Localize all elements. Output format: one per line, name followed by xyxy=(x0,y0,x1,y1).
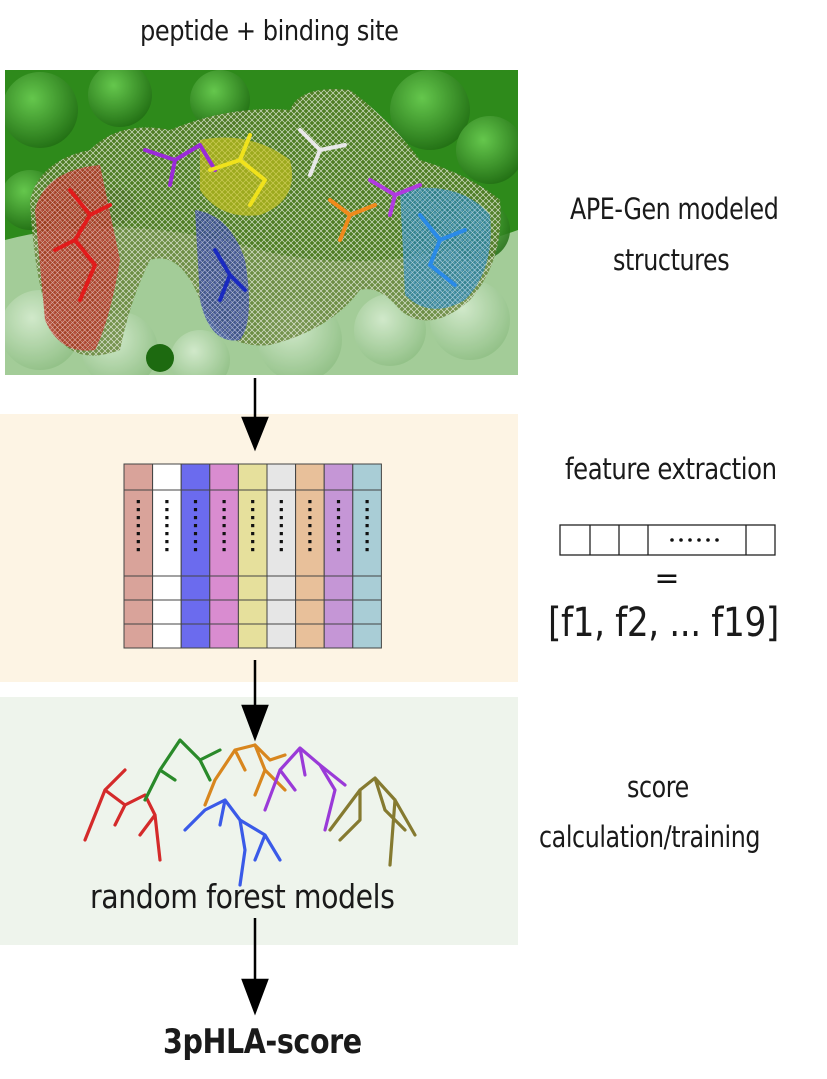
matrix-dot xyxy=(165,540,169,544)
matrix-column xyxy=(180,463,211,649)
matrix-dot xyxy=(136,500,140,504)
tree-orange xyxy=(203,743,287,807)
tree-green xyxy=(143,738,222,802)
matrix-column xyxy=(237,463,268,649)
matrix-column xyxy=(266,463,297,649)
matrix-dot xyxy=(165,508,169,512)
matrix-dot xyxy=(222,532,226,536)
matrix-dot xyxy=(336,532,341,536)
tree-olive xyxy=(328,776,417,867)
feature-extraction-label: feature extraction xyxy=(565,452,777,486)
matrix-dot xyxy=(279,548,283,552)
arrow-2 xyxy=(241,660,269,742)
matrix-dot xyxy=(365,516,369,520)
matrix-dot xyxy=(365,500,369,504)
matrix-column xyxy=(152,463,182,649)
matrix-dot xyxy=(279,540,283,544)
matrix-dot xyxy=(222,548,226,552)
matrix-dot xyxy=(251,532,255,536)
matrix-dot xyxy=(365,540,369,544)
apegen-label-line1: APE-Gen modeled xyxy=(570,192,779,226)
feature-matrix xyxy=(123,463,382,649)
matrix-dot xyxy=(136,524,140,528)
matrix-dot xyxy=(251,548,255,552)
matrix-dot xyxy=(251,508,255,512)
matrix-dot xyxy=(136,540,140,544)
tree-purple xyxy=(263,746,347,832)
matrix-dot xyxy=(136,532,140,536)
peptide-binding-site-image xyxy=(5,70,518,375)
matrix-dot xyxy=(165,548,169,552)
matrix-dot xyxy=(308,516,312,520)
feature-vector-dots xyxy=(670,538,719,542)
matrix-dot xyxy=(222,524,226,528)
arrow-3 xyxy=(241,918,269,1016)
matrix-dot xyxy=(193,508,198,512)
matrix-dot xyxy=(279,508,283,512)
matrix-dot xyxy=(251,500,255,504)
matrix-dot xyxy=(279,532,283,536)
matrix-dot xyxy=(193,540,198,544)
matrix-dot xyxy=(193,548,198,552)
matrix-dot xyxy=(336,548,341,552)
matrix-dot xyxy=(251,516,255,520)
peptide-binding-site-label: peptide + binding site xyxy=(140,14,399,47)
matrix-dot xyxy=(136,508,140,512)
matrix-dot xyxy=(193,516,198,520)
matrix-column xyxy=(323,463,354,649)
matrix-dot xyxy=(365,524,369,528)
matrix-column xyxy=(352,463,382,649)
matrix-dot xyxy=(365,508,369,512)
matrix-dot xyxy=(165,500,169,504)
matrix-dot xyxy=(222,516,226,520)
score-label-line2: calculation/training xyxy=(539,820,761,854)
matrix-dot xyxy=(279,516,283,520)
matrix-column xyxy=(295,463,325,649)
random-forest-panel xyxy=(0,697,518,945)
matrix-dot xyxy=(222,500,226,504)
matrix-dot xyxy=(279,500,283,504)
equals-sign: = xyxy=(654,561,679,596)
matrix-column xyxy=(209,463,239,649)
random-forest-trees xyxy=(83,738,417,887)
tree-blue xyxy=(183,798,282,887)
matrix-dot xyxy=(308,500,312,504)
matrix-dot xyxy=(336,500,341,504)
matrix-dot xyxy=(136,548,140,552)
matrix-dot xyxy=(193,500,198,504)
matrix-dot xyxy=(365,548,369,552)
matrix-dot xyxy=(336,508,341,512)
final-score-label: 3pHLA-score xyxy=(163,1022,362,1062)
matrix-dot xyxy=(251,540,255,544)
matrix-dot xyxy=(308,540,312,544)
matrix-dot xyxy=(308,524,312,528)
matrix-dot xyxy=(279,524,283,528)
matrix-dot xyxy=(336,516,341,520)
matrix-dot xyxy=(165,532,169,536)
matrix-dot xyxy=(222,540,226,544)
apegen-label-line2: structures xyxy=(613,243,730,277)
tree-red xyxy=(83,768,162,862)
matrix-dot xyxy=(165,516,169,520)
matrix-dot xyxy=(308,508,312,512)
matrix-dot xyxy=(336,524,341,528)
matrix-column xyxy=(123,463,154,649)
matrix-dot xyxy=(193,524,198,528)
matrix-dot xyxy=(336,540,341,544)
arrow-1 xyxy=(241,378,269,452)
random-forest-label: random forest models xyxy=(90,877,395,916)
matrix-dot xyxy=(136,516,140,520)
matrix-dot xyxy=(365,532,369,536)
feature-vector-label: [f1, f2, ... f19] xyxy=(548,600,779,646)
matrix-dot xyxy=(308,548,312,552)
matrix-dot xyxy=(222,508,226,512)
matrix-dot xyxy=(308,532,312,536)
matrix-dot xyxy=(165,524,169,528)
score-label-line1: score xyxy=(627,770,689,804)
matrix-dot xyxy=(251,524,255,528)
feature-vector-box xyxy=(559,524,776,556)
matrix-dot xyxy=(193,532,198,536)
